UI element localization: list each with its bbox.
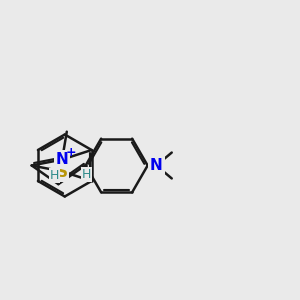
- Text: +: +: [66, 146, 77, 159]
- Text: N: N: [56, 152, 68, 167]
- Text: S: S: [57, 166, 68, 181]
- Text: H: H: [50, 169, 59, 182]
- Text: H: H: [82, 168, 91, 181]
- Text: N: N: [150, 158, 163, 173]
